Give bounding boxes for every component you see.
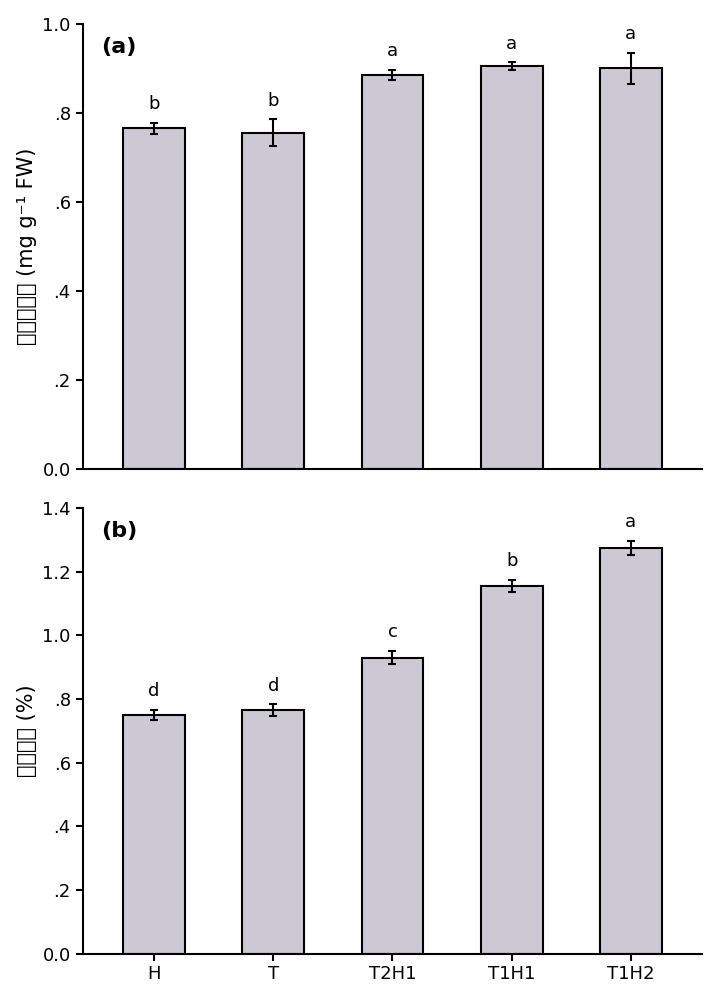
Text: a: a — [506, 35, 517, 53]
Bar — [600, 548, 661, 954]
Bar — [600, 68, 661, 469]
Bar — [362, 75, 423, 469]
Text: d: d — [267, 677, 279, 695]
Bar — [481, 66, 543, 469]
Text: a: a — [387, 42, 398, 60]
Bar — [123, 715, 185, 954]
Y-axis label: 可溶性蛋白 (mg g⁻¹ FW): 可溶性蛋白 (mg g⁻¹ FW) — [17, 148, 37, 345]
Text: c: c — [388, 623, 398, 641]
Bar — [123, 128, 185, 469]
Text: (a): (a) — [101, 37, 137, 57]
Text: d: d — [148, 682, 160, 700]
Bar — [242, 133, 304, 469]
Text: a: a — [626, 513, 636, 531]
Text: b: b — [148, 95, 160, 113]
Text: (b): (b) — [101, 521, 137, 541]
Bar — [362, 658, 423, 954]
Text: a: a — [626, 25, 636, 43]
Bar — [242, 710, 304, 954]
Bar — [481, 586, 543, 954]
Text: b: b — [506, 552, 518, 570]
Y-axis label: 可溶性糖 (%): 可溶性糖 (%) — [17, 684, 37, 777]
Text: b: b — [267, 92, 279, 110]
